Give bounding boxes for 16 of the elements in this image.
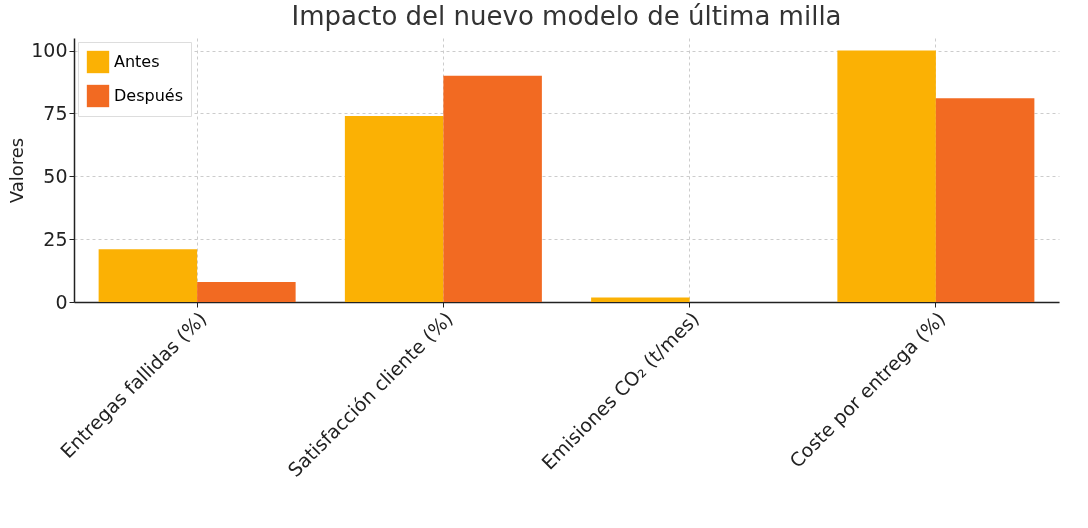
bar (98, 249, 198, 302)
y-axis-title: Valores (6, 137, 28, 204)
y-tick-label: 50 (43, 164, 68, 187)
legend-label: Después (114, 86, 183, 105)
y-tick-label: 75 (43, 101, 68, 124)
y-tick-label: 25 (43, 227, 68, 250)
bar (591, 297, 690, 302)
bar (935, 98, 1035, 302)
y-tick-label: 100 (31, 39, 68, 62)
chart-title: Impacto del nuevo modelo de última milla (291, 1, 842, 31)
bar (837, 50, 936, 302)
y-tick-label: 0 (55, 290, 68, 313)
bar (197, 281, 296, 302)
bar (344, 115, 444, 302)
bar (443, 75, 542, 302)
legend-label: Antes (114, 52, 160, 71)
